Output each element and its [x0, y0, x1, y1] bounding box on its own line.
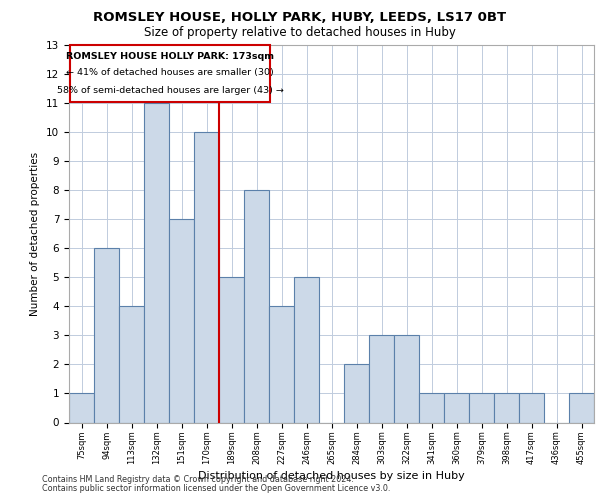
- Bar: [70, 45, 270, 102]
- Y-axis label: Number of detached properties: Number of detached properties: [31, 152, 40, 316]
- Text: ROMSLEY HOUSE, HOLLY PARK, HUBY, LEEDS, LS17 0BT: ROMSLEY HOUSE, HOLLY PARK, HUBY, LEEDS, …: [94, 11, 506, 24]
- Bar: [419, 394, 444, 422]
- Bar: [244, 190, 269, 422]
- Bar: [569, 394, 594, 422]
- Text: Contains HM Land Registry data © Crown copyright and database right 2024.: Contains HM Land Registry data © Crown c…: [42, 475, 354, 484]
- Bar: [444, 394, 469, 422]
- Bar: [469, 394, 494, 422]
- Bar: [269, 306, 294, 422]
- Bar: [344, 364, 369, 422]
- Bar: [294, 278, 319, 422]
- Text: 58% of semi-detached houses are larger (43) →: 58% of semi-detached houses are larger (…: [57, 86, 284, 94]
- Text: Size of property relative to detached houses in Huby: Size of property relative to detached ho…: [144, 26, 456, 39]
- Bar: [69, 394, 94, 422]
- Text: ← 41% of detached houses are smaller (30): ← 41% of detached houses are smaller (30…: [67, 68, 274, 77]
- Bar: [119, 306, 144, 422]
- Bar: [394, 336, 419, 422]
- Bar: [219, 278, 244, 422]
- Bar: [519, 394, 544, 422]
- Text: ROMSLEY HOUSE HOLLY PARK: 173sqm: ROMSLEY HOUSE HOLLY PARK: 173sqm: [66, 52, 274, 61]
- Bar: [169, 219, 194, 422]
- Bar: [369, 336, 394, 422]
- Bar: [194, 132, 219, 422]
- Text: Contains public sector information licensed under the Open Government Licence v3: Contains public sector information licen…: [42, 484, 391, 493]
- X-axis label: Distribution of detached houses by size in Huby: Distribution of detached houses by size …: [198, 471, 465, 481]
- Bar: [94, 248, 119, 422]
- Bar: [494, 394, 519, 422]
- Bar: [144, 103, 169, 422]
